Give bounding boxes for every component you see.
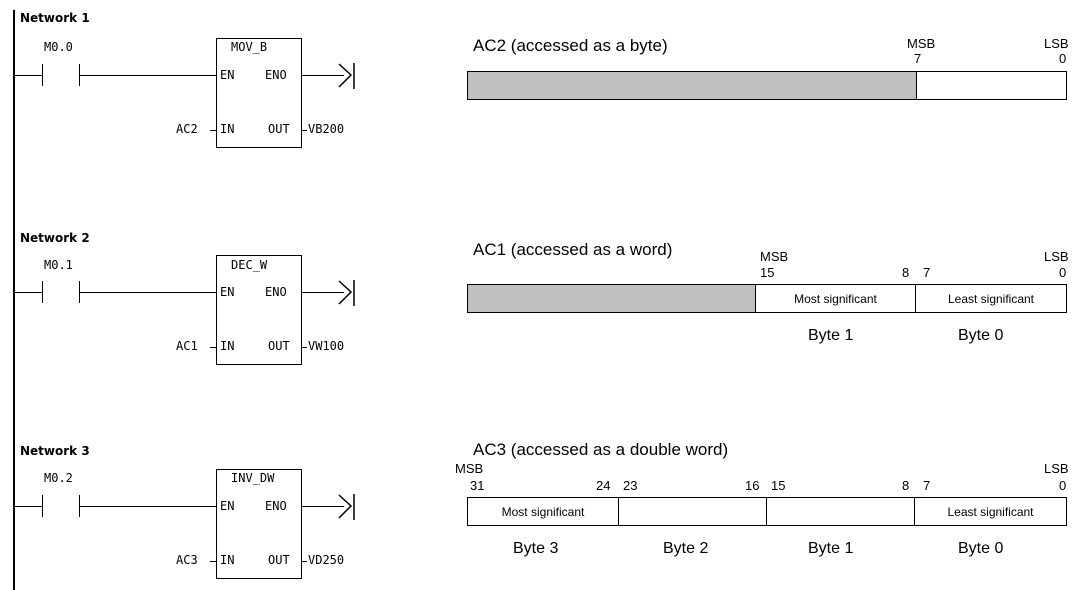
coil-arrow-icon bbox=[337, 280, 361, 306]
ac1-caption: AC1 (accessed as a word) bbox=[473, 240, 673, 259]
in-pin: IN bbox=[220, 339, 235, 353]
en-pin: EN bbox=[220, 285, 235, 299]
in-wire bbox=[210, 561, 216, 562]
in-pin: IN bbox=[220, 553, 235, 567]
ac1-register-bar: Most significant Least significant bbox=[467, 284, 1067, 313]
byte-0-cell: Least significant bbox=[947, 291, 1035, 306]
contact-right-bar[interactable] bbox=[79, 64, 80, 86]
byte-3-cell: Most significant bbox=[468, 498, 619, 525]
in-operand[interactable]: AC1 bbox=[176, 339, 198, 353]
contact-label: M0.2 bbox=[44, 471, 73, 485]
bit-number: 31 bbox=[470, 478, 485, 493]
bit-number: 0 bbox=[1059, 478, 1067, 493]
en-pin: EN bbox=[220, 68, 235, 82]
contact-right-bar[interactable] bbox=[79, 495, 80, 517]
contact-label: M0.0 bbox=[44, 40, 73, 54]
instruction-name: INV_DW bbox=[231, 471, 275, 485]
unused-bits bbox=[468, 285, 756, 312]
in-wire bbox=[210, 130, 216, 131]
eno-pin: ENO bbox=[265, 285, 287, 299]
lsb-label: LSB bbox=[1044, 36, 1069, 51]
rung-wire bbox=[80, 506, 216, 507]
out-pin: OUT bbox=[268, 553, 290, 567]
coil-arrow-icon bbox=[337, 494, 361, 520]
bit-number: 0 bbox=[1059, 51, 1067, 66]
out-pin: OUT bbox=[268, 339, 290, 353]
lsb-label: LSB bbox=[1044, 461, 1069, 476]
byte-label: Byte 2 bbox=[663, 540, 709, 557]
msb-label: MSB bbox=[455, 461, 484, 476]
contact-right-bar[interactable] bbox=[79, 281, 80, 303]
out-wire bbox=[301, 130, 307, 131]
rung-wire bbox=[14, 75, 42, 76]
byte-label: Byte 0 bbox=[958, 327, 1004, 344]
eno-wire bbox=[301, 506, 344, 507]
out-operand[interactable]: VD250 bbox=[308, 553, 345, 567]
function-box-mov-b[interactable] bbox=[216, 38, 302, 148]
bit-number: 0 bbox=[1059, 265, 1067, 280]
bit-number: 24 bbox=[596, 478, 611, 493]
rung-wire bbox=[14, 506, 42, 507]
eno-wire bbox=[301, 292, 344, 293]
byte-0-cell: Least significant bbox=[947, 504, 1034, 519]
instruction-name: MOV_B bbox=[231, 40, 268, 54]
contact-left-bar[interactable] bbox=[42, 495, 43, 517]
in-operand[interactable]: AC2 bbox=[176, 122, 198, 136]
byte-label: Byte 0 bbox=[958, 540, 1004, 557]
byte-1-cell bbox=[767, 498, 915, 525]
out-wire bbox=[301, 347, 307, 348]
in-operand[interactable]: AC3 bbox=[176, 553, 198, 567]
contact-label: M0.1 bbox=[44, 258, 73, 272]
out-operand[interactable]: VB200 bbox=[308, 122, 345, 136]
bit-number: 16 bbox=[745, 478, 760, 493]
network-2-label: Network 2 bbox=[20, 231, 90, 245]
network-3-label: Network 3 bbox=[20, 444, 90, 458]
contact-left-bar[interactable] bbox=[42, 281, 43, 303]
byte-label: Byte 1 bbox=[808, 540, 854, 557]
eno-wire bbox=[301, 75, 344, 76]
ac3-register-bar: Most significant Least significant bbox=[467, 497, 1067, 526]
en-pin: EN bbox=[220, 499, 235, 513]
byte-label: Byte 3 bbox=[513, 540, 559, 557]
coil-arrow-icon bbox=[337, 63, 361, 89]
left-power-rail bbox=[13, 10, 15, 590]
rung-wire bbox=[80, 292, 216, 293]
byte-label: Byte 1 bbox=[808, 327, 854, 344]
in-pin: IN bbox=[220, 122, 235, 136]
instruction-name: DEC_W bbox=[231, 258, 268, 272]
byte-0-cell bbox=[917, 72, 1066, 99]
rung-wire bbox=[14, 292, 42, 293]
unused-bits bbox=[468, 72, 917, 99]
out-wire bbox=[301, 561, 307, 562]
eno-pin: ENO bbox=[265, 68, 287, 82]
ac2-caption: AC2 (accessed as a byte) bbox=[473, 36, 668, 55]
in-wire bbox=[210, 347, 216, 348]
function-box-dec-w[interactable] bbox=[216, 255, 302, 365]
bit-number: 8 bbox=[902, 478, 910, 493]
byte-1-cell: Most significant bbox=[756, 285, 916, 312]
bit-number: 7 bbox=[914, 51, 922, 66]
out-operand[interactable]: VW100 bbox=[308, 339, 345, 353]
bit-number: 7 bbox=[923, 478, 931, 493]
bit-number: 15 bbox=[771, 478, 786, 493]
ac2-register-bar bbox=[467, 71, 1067, 100]
bit-number: 23 bbox=[623, 478, 638, 493]
bit-number: 7 bbox=[923, 265, 931, 280]
byte-2-cell bbox=[619, 498, 767, 525]
msb-label: MSB bbox=[907, 36, 936, 51]
contact-left-bar[interactable] bbox=[42, 64, 43, 86]
function-box-inv-dw[interactable] bbox=[216, 469, 302, 579]
rung-wire bbox=[80, 75, 216, 76]
out-pin: OUT bbox=[268, 122, 290, 136]
ac3-caption: AC3 (accessed as a double word) bbox=[473, 440, 729, 459]
lsb-label: LSB bbox=[1044, 249, 1069, 264]
msb-label: MSB bbox=[760, 249, 789, 264]
eno-pin: ENO bbox=[265, 499, 287, 513]
network-1-label: Network 1 bbox=[20, 11, 90, 25]
bit-number: 15 bbox=[760, 265, 775, 280]
bit-number: 8 bbox=[902, 265, 910, 280]
